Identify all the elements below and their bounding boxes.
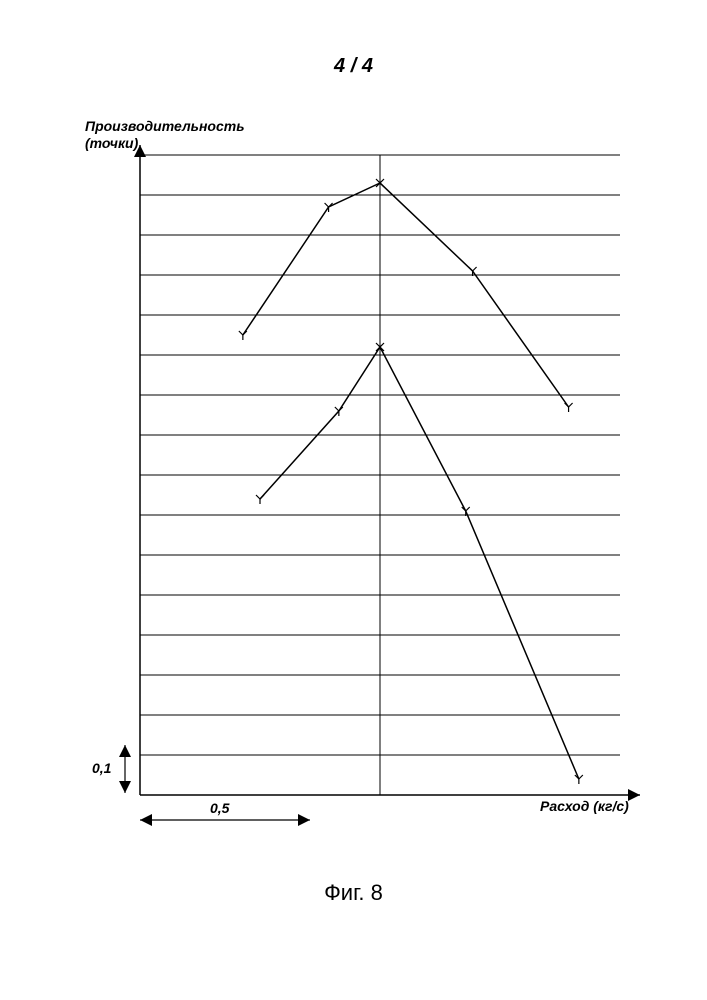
figure-caption: Фиг. 8 (0, 880, 707, 906)
page: 4 / 4 Производительность (точки) Расход … (0, 0, 707, 1000)
line-chart (0, 0, 707, 1000)
